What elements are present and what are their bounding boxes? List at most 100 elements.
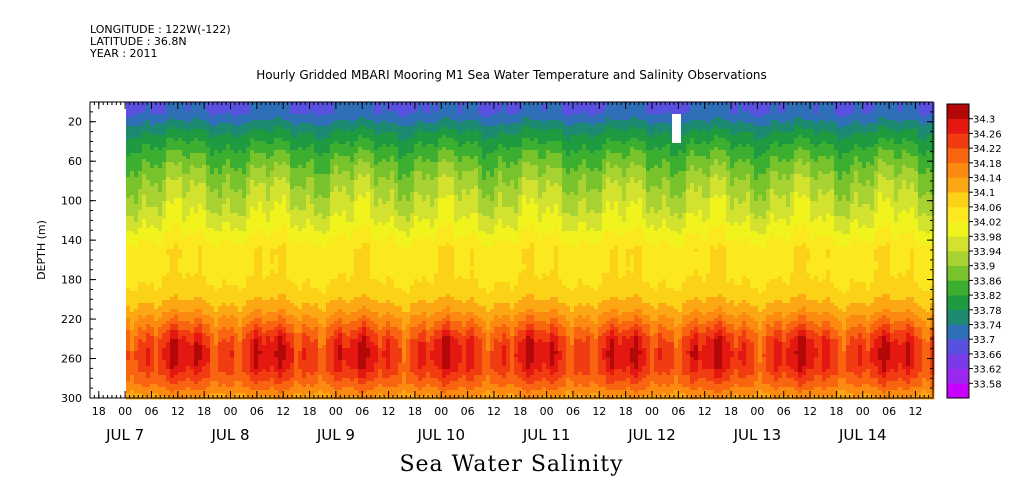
heatmap-cell bbox=[274, 156, 279, 160]
heatmap-cell bbox=[274, 363, 279, 367]
heatmap-cell bbox=[170, 312, 175, 316]
heatmap-cell bbox=[214, 342, 219, 346]
heatmap-cell bbox=[190, 249, 195, 253]
heatmap-cell bbox=[214, 381, 219, 385]
heatmap-cell bbox=[318, 102, 323, 106]
heatmap-cell bbox=[190, 258, 195, 262]
heatmap-cell bbox=[198, 255, 203, 259]
heatmap-cell bbox=[250, 183, 255, 187]
heatmap-cell bbox=[218, 297, 223, 301]
heatmap-cell bbox=[174, 222, 179, 226]
heatmap-cell bbox=[278, 225, 283, 229]
heatmap-cell bbox=[306, 174, 311, 178]
heatmap-cell bbox=[302, 252, 307, 256]
heatmap-cell bbox=[306, 285, 311, 289]
heatmap-cell bbox=[258, 345, 263, 349]
heatmap-cell bbox=[286, 132, 291, 136]
heatmap-cell bbox=[154, 285, 159, 289]
heatmap-cell bbox=[166, 297, 171, 301]
heatmap-cell bbox=[326, 126, 331, 130]
heatmap-cell bbox=[138, 102, 143, 106]
heatmap-cell bbox=[258, 267, 263, 271]
heatmap-cell bbox=[134, 333, 139, 337]
heatmap-cell bbox=[250, 348, 255, 352]
heatmap-cell bbox=[162, 264, 167, 268]
heatmap-cell bbox=[226, 102, 231, 106]
heatmap-cell bbox=[286, 156, 291, 160]
heatmap-cell bbox=[210, 159, 215, 163]
heatmap-cell bbox=[278, 120, 283, 124]
heatmap-cell bbox=[158, 381, 163, 385]
heatmap-cell bbox=[230, 324, 235, 328]
heatmap-cell bbox=[126, 330, 131, 334]
heatmap-cell bbox=[294, 387, 299, 391]
heatmap-cell bbox=[218, 285, 223, 289]
heatmap-cell bbox=[302, 255, 307, 259]
heatmap-cell bbox=[254, 291, 259, 295]
heatmap-cell bbox=[154, 192, 159, 196]
heatmap-cell bbox=[158, 111, 163, 115]
heatmap-cell bbox=[286, 291, 291, 295]
heatmap-cell bbox=[206, 282, 211, 286]
heatmap-cell bbox=[318, 174, 323, 178]
heatmap-cell bbox=[270, 369, 275, 373]
heatmap-cell bbox=[250, 285, 255, 289]
heatmap-cell bbox=[138, 147, 143, 151]
heatmap-cell bbox=[126, 228, 131, 232]
heatmap-cell bbox=[198, 126, 203, 130]
heatmap-cell bbox=[258, 120, 263, 124]
heatmap-cell bbox=[306, 180, 311, 184]
heatmap-cell bbox=[302, 267, 307, 271]
heatmap-cell bbox=[190, 228, 195, 232]
heatmap-cell bbox=[246, 231, 251, 235]
heatmap-cell bbox=[298, 339, 303, 343]
heatmap-cell bbox=[218, 144, 223, 148]
heatmap-cell bbox=[178, 189, 183, 193]
heatmap-cell bbox=[262, 264, 267, 268]
heatmap-cell bbox=[270, 378, 275, 382]
heatmap-cell bbox=[218, 126, 223, 130]
heatmap-cell bbox=[182, 336, 187, 340]
heatmap-cell bbox=[258, 225, 263, 229]
heatmap-cell bbox=[214, 195, 219, 199]
heatmap-cell bbox=[294, 198, 299, 202]
heatmap-cell bbox=[282, 354, 287, 358]
heatmap-cell bbox=[286, 330, 291, 334]
heatmap-cell bbox=[250, 108, 255, 112]
heatmap-cell bbox=[134, 366, 139, 370]
heatmap-cell bbox=[226, 105, 231, 109]
heatmap-cell bbox=[258, 222, 263, 226]
heatmap-cell bbox=[138, 165, 143, 169]
heatmap-cell bbox=[274, 360, 279, 364]
heatmap-cell bbox=[158, 327, 163, 331]
heatmap-cell bbox=[294, 264, 299, 268]
heatmap-cell bbox=[282, 270, 287, 274]
heatmap-cell bbox=[182, 147, 187, 151]
heatmap-cell bbox=[298, 369, 303, 373]
heatmap-cell bbox=[238, 168, 243, 172]
heatmap-cell bbox=[182, 237, 187, 241]
heatmap-cell bbox=[178, 381, 183, 385]
heatmap-cell bbox=[234, 132, 239, 136]
heatmap-cell bbox=[310, 288, 315, 292]
heatmap-cell bbox=[162, 360, 167, 364]
heatmap-cell bbox=[290, 387, 295, 391]
heatmap-cell bbox=[186, 288, 191, 292]
heatmap-cell bbox=[130, 318, 135, 322]
heatmap-cell bbox=[142, 132, 147, 136]
heatmap-cell bbox=[318, 315, 323, 319]
heatmap-cell bbox=[206, 228, 211, 232]
heatmap-cell bbox=[210, 273, 215, 277]
heatmap-cell bbox=[166, 252, 171, 256]
heatmap-cell bbox=[318, 270, 323, 274]
heatmap-cell bbox=[170, 135, 175, 139]
heatmap-cell bbox=[178, 186, 183, 190]
heatmap-cell bbox=[294, 237, 299, 241]
heatmap-cell bbox=[230, 210, 235, 214]
heatmap-cell bbox=[130, 210, 135, 214]
heatmap-cell bbox=[130, 135, 135, 139]
heatmap-cell bbox=[222, 372, 227, 376]
heatmap-cell bbox=[314, 183, 319, 187]
heatmap-cell bbox=[282, 174, 287, 178]
heatmap-cell bbox=[310, 339, 315, 343]
